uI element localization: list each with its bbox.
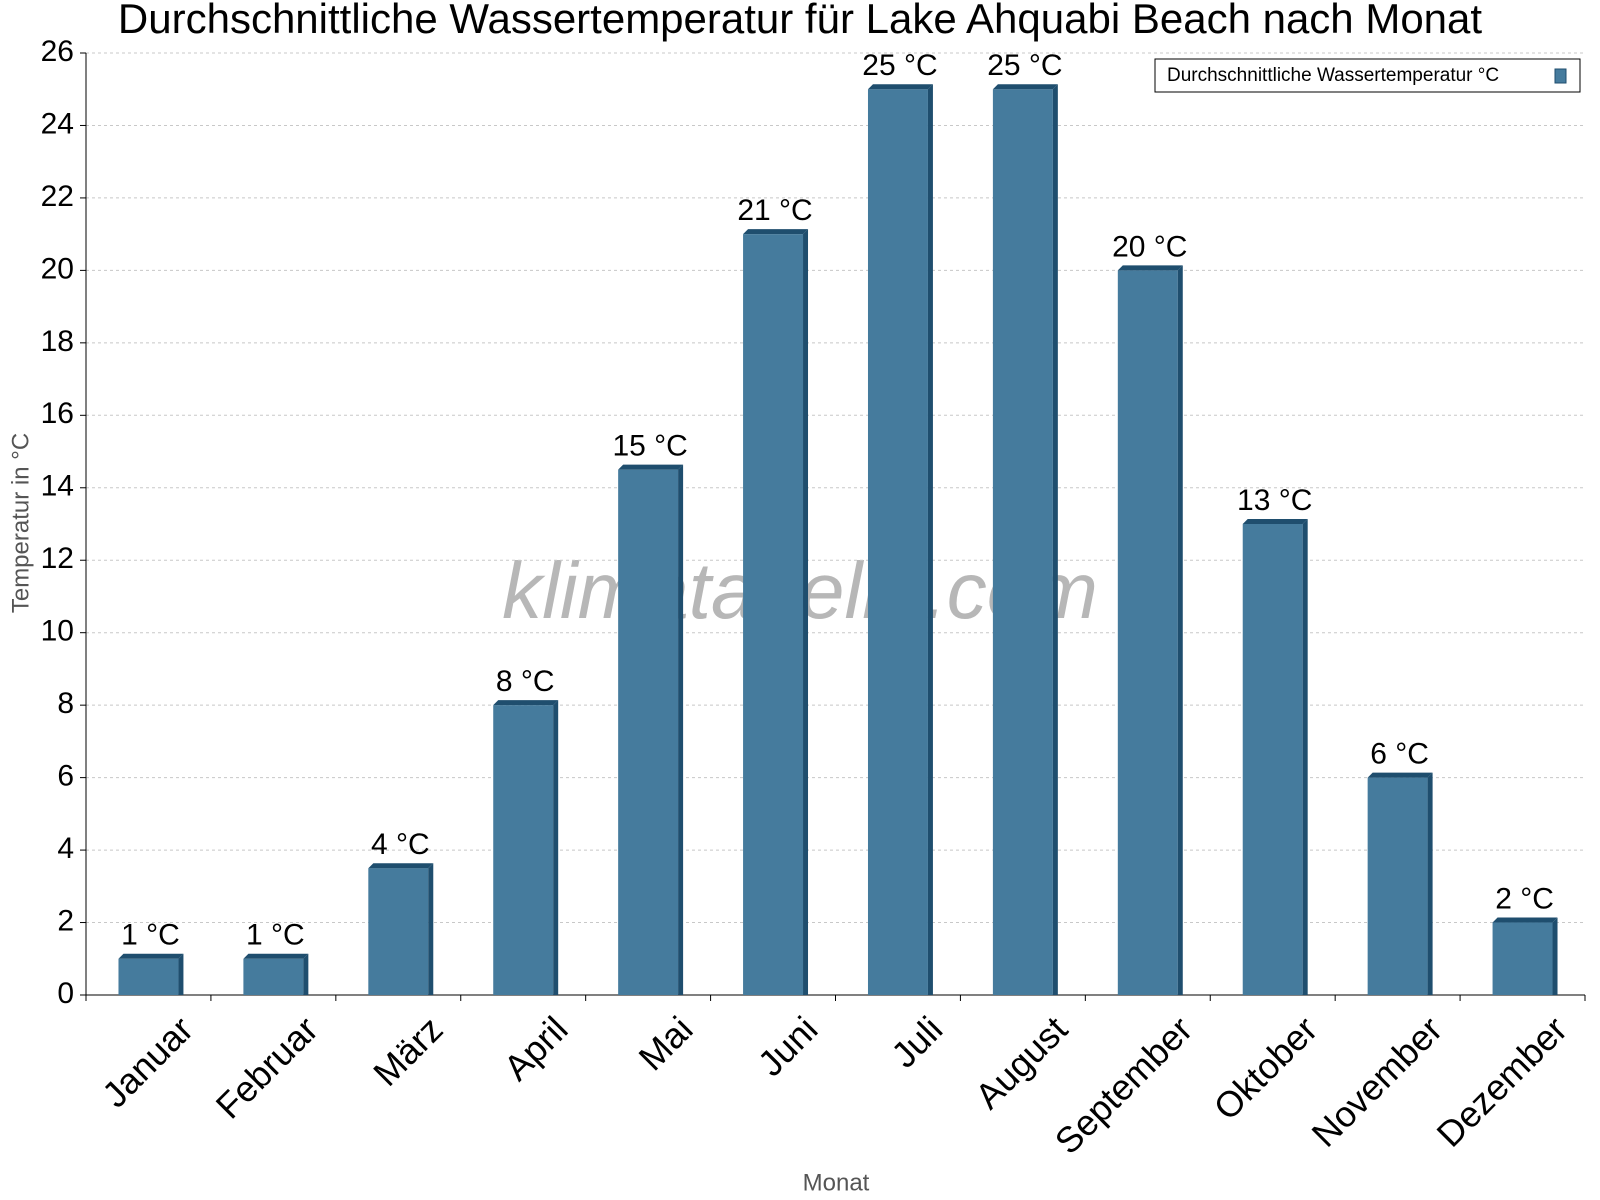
bar-top <box>618 464 684 470</box>
data-label: 25 °C <box>987 49 1062 82</box>
data-label: 2 °C <box>1495 882 1554 915</box>
bar-side <box>1052 84 1058 995</box>
legend-label: Durchschnittliche Wassertemperatur °C <box>1167 65 1499 86</box>
legend: Durchschnittliche Wassertemperatur °C <box>1154 58 1581 93</box>
bar-top <box>1242 519 1308 524</box>
y-tick-label: 12 <box>41 542 74 575</box>
bar-side <box>1552 917 1558 995</box>
x-tick-label: November <box>1304 1008 1450 1154</box>
bar-side <box>678 464 684 996</box>
bar <box>1492 922 1553 995</box>
bar-top <box>118 953 184 959</box>
y-tick-label: 22 <box>41 180 74 213</box>
bar <box>618 469 679 996</box>
x-tick-label: Februar <box>208 1008 326 1126</box>
bar-side <box>303 953 309 995</box>
bar-side <box>428 863 434 995</box>
y-tick-label: 4 <box>57 832 74 865</box>
bar-top <box>743 229 809 235</box>
data-label: 4 °C <box>371 828 430 861</box>
bar-top <box>368 863 434 869</box>
bar-side <box>927 84 933 995</box>
chart-title: Durchschnittliche Wassertemperatur für L… <box>118 0 1482 42</box>
y-tick-label: 8 <box>57 687 74 720</box>
x-tick-label: August <box>967 1008 1075 1116</box>
data-label: 13 °C <box>1237 484 1312 517</box>
y-tick-label: 16 <box>41 397 74 430</box>
bar <box>368 868 429 995</box>
x-tick-label: April <box>496 1008 576 1088</box>
x-tick-label: März <box>365 1008 451 1094</box>
y-tick-label: 2 <box>57 904 74 937</box>
y-tick-label: 6 <box>57 760 74 793</box>
bar-side <box>803 229 809 996</box>
x-axis-label: Monat <box>803 1169 870 1196</box>
data-label: 1 °C <box>246 919 305 952</box>
bar-side <box>178 953 184 995</box>
y-tick-label: 24 <box>41 107 74 140</box>
bar <box>1367 777 1428 995</box>
data-label: 21 °C <box>737 194 812 227</box>
x-tick-label: September <box>1047 1008 1201 1162</box>
y-tick-label: 26 <box>41 35 74 68</box>
bar-side <box>1302 519 1308 995</box>
x-tick-label: Oktober <box>1206 1008 1326 1128</box>
bar <box>243 958 304 995</box>
data-label: 6 °C <box>1370 738 1429 771</box>
y-tick-label: 0 <box>57 977 74 1010</box>
bar-top <box>992 84 1058 90</box>
y-tick-label: 18 <box>41 325 74 358</box>
data-label: 15 °C <box>612 430 687 463</box>
y-tick-label: 20 <box>41 252 74 285</box>
bar <box>743 234 804 996</box>
bar <box>1117 270 1178 995</box>
data-label: 1 °C <box>121 919 180 952</box>
bar-side <box>553 700 559 995</box>
data-label: 8 °C <box>496 665 555 698</box>
x-tick-label: Dezember <box>1429 1008 1575 1154</box>
bar-top <box>1117 265 1183 271</box>
y-axis-label: Temperatur in °C <box>7 433 34 613</box>
data-label: 20 °C <box>1112 230 1187 263</box>
x-tick-label: Januar <box>94 1008 201 1115</box>
x-tick-label: Juli <box>883 1008 950 1075</box>
bar <box>493 705 554 995</box>
x-tick-label: Juni <box>750 1008 826 1084</box>
legend-box <box>1154 58 1581 93</box>
bar-top <box>493 700 559 706</box>
bar-top <box>1367 772 1433 778</box>
x-tick-label: Mai <box>630 1008 700 1078</box>
bar <box>1242 524 1303 995</box>
bar-top <box>867 84 933 90</box>
bar <box>867 89 928 995</box>
bar-top <box>1492 917 1558 923</box>
data-label: 25 °C <box>862 49 937 82</box>
y-tick-label: 14 <box>41 470 74 503</box>
bar-top <box>243 953 309 959</box>
legend-swatch <box>1554 68 1567 84</box>
y-tick-label: 10 <box>41 615 74 648</box>
bar <box>118 958 179 995</box>
bar-side <box>1427 772 1433 995</box>
bar-side <box>1177 265 1183 995</box>
bar <box>992 89 1053 995</box>
